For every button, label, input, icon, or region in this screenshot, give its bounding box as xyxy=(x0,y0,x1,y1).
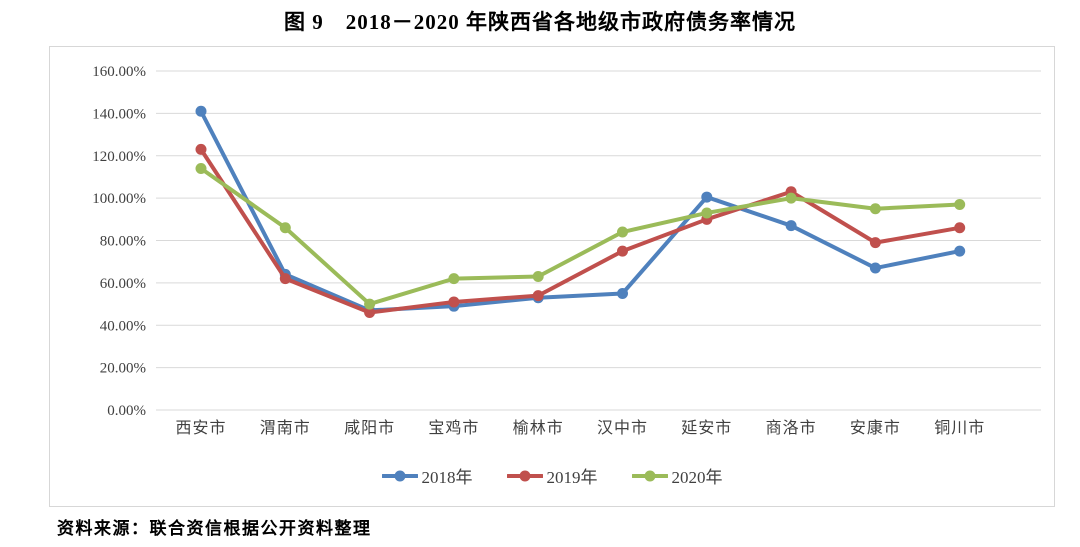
x-category-label: 汉中市 xyxy=(597,419,648,437)
legend-marker-icon xyxy=(381,470,418,481)
legend-item-2019年: 2019年 xyxy=(506,463,598,488)
y-tick-label: 140.00% xyxy=(92,106,146,122)
legend-item-2020年: 2020年 xyxy=(631,463,723,488)
data-point-marker xyxy=(364,307,376,319)
data-point-marker xyxy=(954,245,966,257)
legend-label: 2020年 xyxy=(671,468,723,487)
x-category-label: 渭南市 xyxy=(260,419,311,437)
data-point-marker xyxy=(869,237,881,249)
x-category-label: 铜川市 xyxy=(934,419,985,437)
data-point-marker xyxy=(532,290,544,302)
data-point-marker xyxy=(617,226,628,238)
data-point-marker xyxy=(617,245,628,257)
data-point-marker xyxy=(195,143,207,155)
series-line-2020年 xyxy=(199,166,962,307)
data-point-marker xyxy=(448,296,460,308)
chart-legend: 2018年 2019年 2020年 xyxy=(50,463,1054,488)
data-point-marker xyxy=(617,287,628,299)
x-category-label: 西安市 xyxy=(175,419,226,437)
y-tick-label: 80.00% xyxy=(100,234,146,250)
x-category-label: 咸阳市 xyxy=(344,419,395,437)
data-point-marker xyxy=(701,207,713,219)
chart-plot-container: 0.00% 20.00% 40.00% 60.00% 80.00% 100.00% 120.… xyxy=(49,46,1055,507)
chart-title: 图 9 2018－2020 年陕西省各地级市政府债务率情况 xyxy=(284,10,796,34)
data-point-marker xyxy=(785,220,797,232)
data-point-marker xyxy=(869,262,881,274)
data-point-marker xyxy=(954,222,966,234)
data-point-marker xyxy=(448,273,460,285)
series-line-2018年 xyxy=(199,109,962,313)
y-tick-label: 40.00% xyxy=(100,318,146,334)
legend-label: 2018年 xyxy=(421,468,473,487)
x-category-label: 延安市 xyxy=(681,419,732,437)
data-point-marker xyxy=(279,222,291,234)
legend-dot xyxy=(644,470,655,481)
x-category-label: 宝鸡市 xyxy=(428,419,479,437)
y-tick-label: 160.00% xyxy=(92,64,146,80)
data-point-marker xyxy=(701,191,713,203)
x-category-label: 商洛市 xyxy=(766,419,817,437)
x-category-label: 安康市 xyxy=(850,419,901,437)
legend-marker-icon xyxy=(506,470,543,481)
source-note: 资料来源：联合资信根据公开资料整理 xyxy=(57,519,372,538)
x-category-label: 榆林市 xyxy=(513,419,564,437)
legend-item-2018年: 2018年 xyxy=(381,463,473,488)
debt-ratio-line-chart: 0.00% 20.00% 40.00% 60.00% 80.00% 100.00% 120.… xyxy=(92,64,1041,437)
series-line-2019年 xyxy=(199,147,962,315)
legend-marker-icon xyxy=(631,470,668,481)
data-point-marker xyxy=(869,203,881,215)
y-tick-label: 100.00% xyxy=(92,191,146,207)
data-point-marker xyxy=(195,105,207,117)
y-tick-label: 0.00% xyxy=(107,403,146,419)
data-point-marker xyxy=(364,298,376,310)
legend-label: 2019年 xyxy=(546,468,598,487)
legend-dot xyxy=(519,470,530,481)
y-tick-label: 120.00% xyxy=(92,149,146,165)
data-point-marker xyxy=(279,273,291,285)
y-tick-label: 20.00% xyxy=(100,361,146,377)
data-point-marker xyxy=(954,198,966,210)
legend-dot xyxy=(394,470,405,481)
data-point-marker xyxy=(785,192,797,204)
data-point-marker xyxy=(195,162,207,174)
y-tick-label: 60.00% xyxy=(100,276,146,292)
data-point-marker xyxy=(532,271,544,283)
